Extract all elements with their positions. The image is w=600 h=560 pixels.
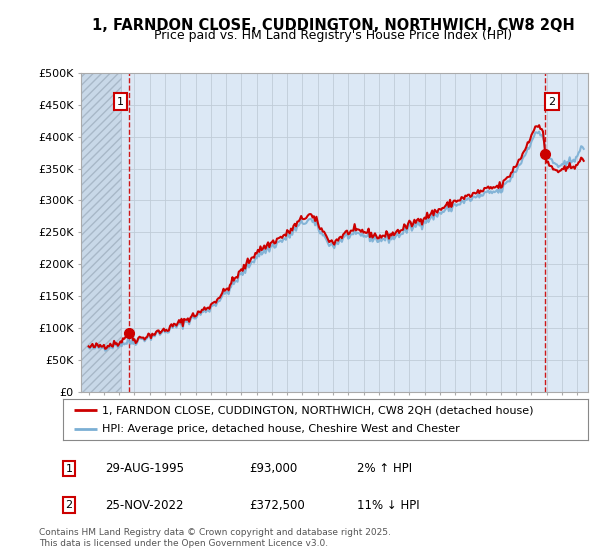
Text: 29-AUG-1995: 29-AUG-1995	[105, 462, 184, 475]
Text: 1, FARNDON CLOSE, CUDDINGTON, NORTHWICH, CW8 2QH (detached house): 1, FARNDON CLOSE, CUDDINGTON, NORTHWICH,…	[103, 405, 534, 415]
Text: 2: 2	[65, 500, 73, 510]
Text: HPI: Average price, detached house, Cheshire West and Chester: HPI: Average price, detached house, Ches…	[103, 424, 460, 435]
Text: 25-NOV-2022: 25-NOV-2022	[105, 498, 184, 512]
Text: £93,000: £93,000	[249, 462, 297, 475]
Text: £372,500: £372,500	[249, 498, 305, 512]
Text: Price paid vs. HM Land Registry's House Price Index (HPI): Price paid vs. HM Land Registry's House …	[154, 29, 512, 42]
Text: Contains HM Land Registry data © Crown copyright and database right 2025.
This d: Contains HM Land Registry data © Crown c…	[39, 528, 391, 548]
Text: 11% ↓ HPI: 11% ↓ HPI	[357, 498, 419, 512]
Text: 1: 1	[65, 464, 73, 474]
Text: 1: 1	[117, 97, 124, 107]
Text: 2: 2	[548, 97, 556, 107]
Text: 1, FARNDON CLOSE, CUDDINGTON, NORTHWICH, CW8 2QH: 1, FARNDON CLOSE, CUDDINGTON, NORTHWICH,…	[92, 18, 574, 33]
Text: 2% ↑ HPI: 2% ↑ HPI	[357, 462, 412, 475]
